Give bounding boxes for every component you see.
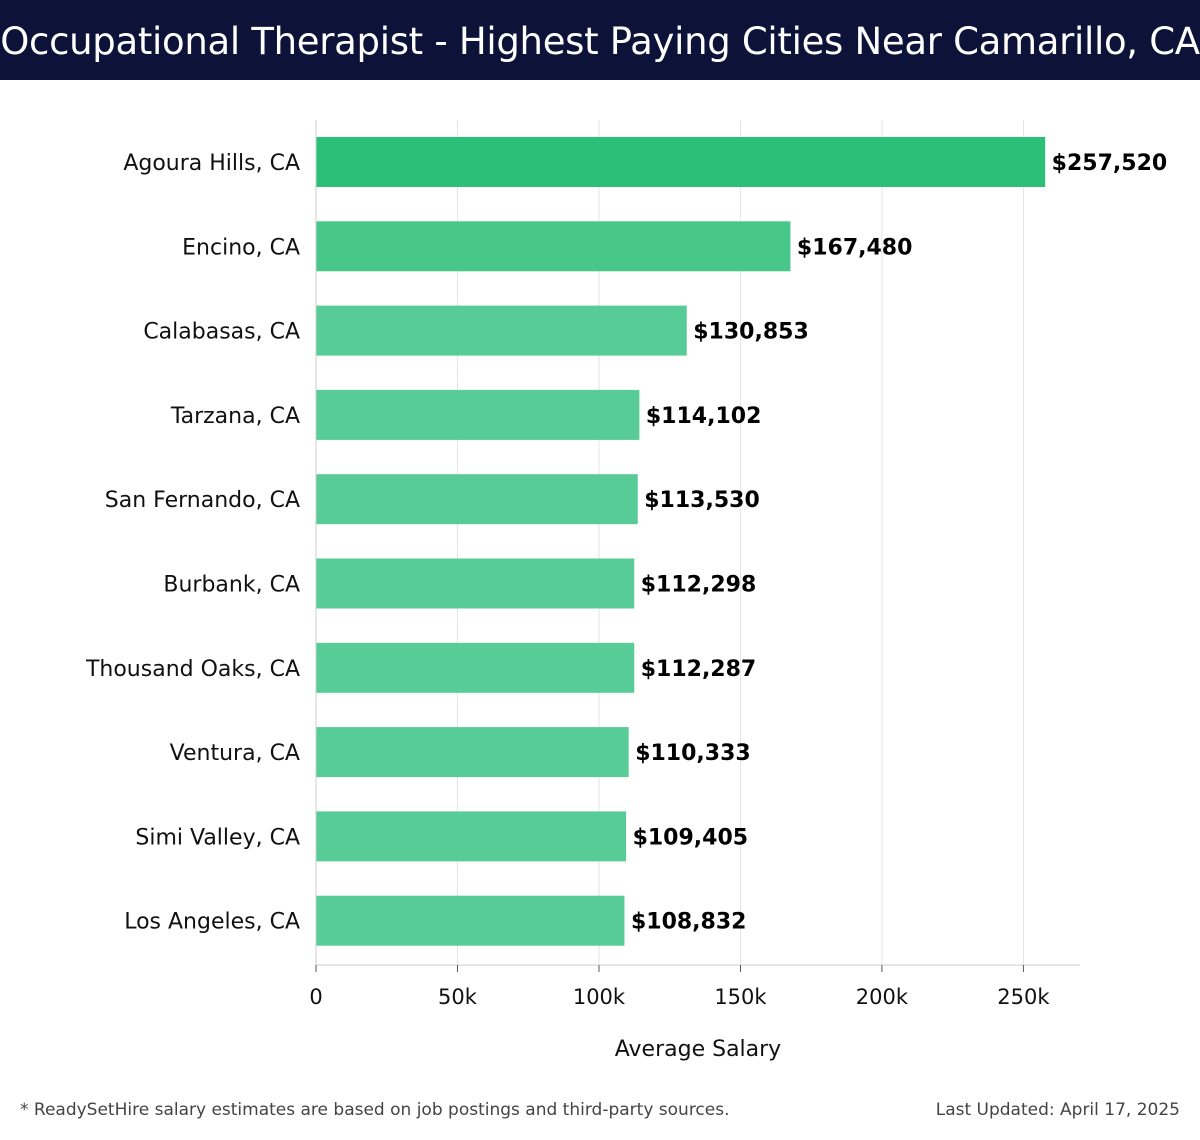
bar [316,305,687,356]
bar [316,474,638,525]
category-label: Agoura Hills, CA [123,151,300,176]
header-bar: Occupational Therapist - Highest Paying … [0,0,1200,80]
bar [316,558,635,609]
x-tick-label: 100k [573,985,626,1009]
x-tick-label: 200k [856,985,909,1009]
x-axis-title: Average Salary [615,1037,781,1062]
category-label: Simi Valley, CA [135,825,300,850]
category-label: Encino, CA [182,235,300,260]
bar [316,137,1046,187]
value-label: $167,480 [797,235,913,260]
value-label: $114,102 [646,404,762,429]
value-label: $108,832 [631,910,747,935]
value-label: $113,530 [644,488,760,513]
x-tick-label: 0 [309,985,322,1009]
category-label: Ventura, CA [170,741,300,766]
bar [316,895,625,946]
value-label: $257,520 [1052,151,1168,176]
source-footnote: * ReadySetHire salary estimates are base… [20,1100,730,1120]
bar [316,389,640,440]
bar-chart: Agoura Hills, CA $257,520 Encino, CA $167,4… [85,120,1167,1062]
value-label: $112,298 [641,573,757,598]
x-tick-label: 250k [997,985,1050,1009]
category-label: Los Angeles, CA [124,910,300,935]
x-tick-label: 150k [714,985,767,1009]
x-tick-label: 50k [438,985,478,1009]
x-axis: 0 50k 100k 150k 200k 250k [309,120,1080,1009]
bar [316,811,627,862]
category-label: Tarzana, CA [170,404,300,429]
bars: Agoura Hills, CA $257,520 Encino, CA $167,4… [85,137,1167,946]
value-label: $112,287 [641,657,757,682]
chart-title: Occupational Therapist - Highest Paying … [0,20,1200,63]
value-label: $110,333 [635,741,751,766]
bar [316,221,791,272]
category-label: San Fernando, CA [105,488,300,513]
last-updated: Last Updated: April 17, 2025 [935,1100,1180,1120]
bar [316,642,635,693]
value-label: $109,405 [633,825,749,850]
category-label: Burbank, CA [163,573,300,598]
bar [316,727,629,778]
category-label: Thousand Oaks, CA [85,657,300,682]
category-label: Calabasas, CA [143,320,300,345]
value-label: $130,853 [693,320,809,345]
